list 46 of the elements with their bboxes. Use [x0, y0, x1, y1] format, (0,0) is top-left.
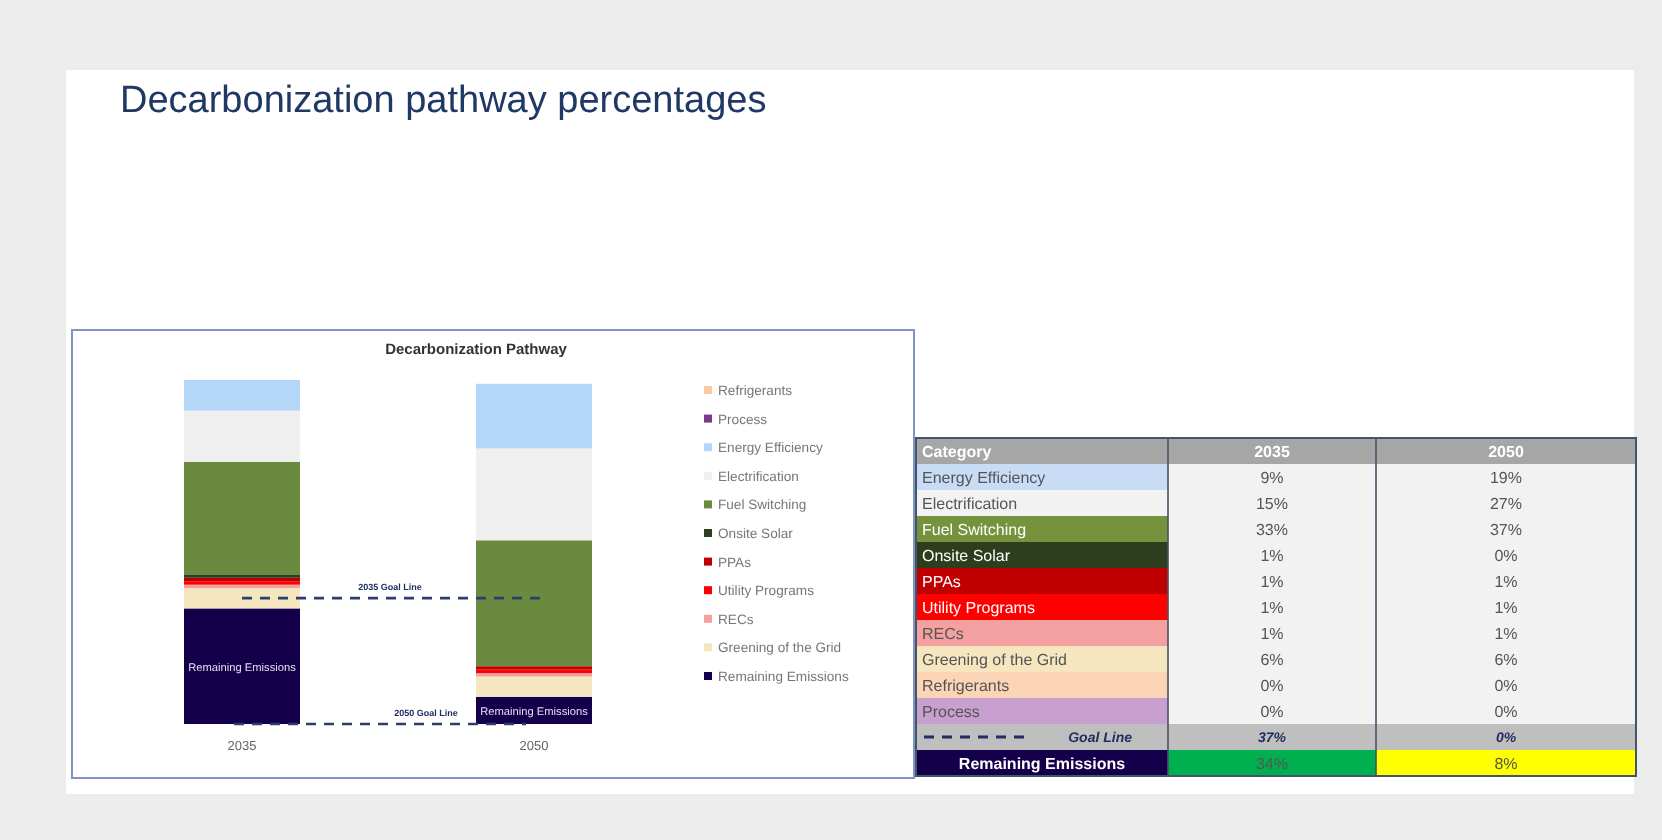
category-label: Energy Efficiency: [922, 469, 1046, 487]
category-label: Process: [922, 703, 980, 721]
data-label: 33%: [1255, 521, 1289, 539]
category-label: Fuel Switching: [922, 521, 1027, 539]
bar: [184, 461, 300, 575]
data-label: 1%: [1260, 573, 1284, 591]
data-label: 1%: [1260, 547, 1284, 565]
bar: [476, 383, 592, 449]
category-label: PPAs: [922, 573, 961, 591]
category-label: Remaining Emissions: [958, 755, 1126, 773]
bar: [476, 448, 592, 541]
category-label: RECs: [922, 625, 964, 643]
data-label: 0%: [1260, 703, 1284, 721]
data-label: 0%: [1260, 677, 1284, 695]
data-label: 1%: [1494, 573, 1518, 591]
bar: [476, 540, 592, 667]
bar: [184, 410, 300, 462]
data-label: 27%: [1489, 495, 1523, 513]
data-label: 15%: [1255, 495, 1289, 513]
data-label: 1%: [1260, 599, 1284, 617]
bar: [184, 588, 300, 609]
data-label: 8%: [1494, 755, 1518, 773]
data-label: 34%: [1255, 755, 1289, 773]
legend-title: Category: [922, 443, 993, 461]
category-label: Onsite Solar: [922, 547, 1011, 565]
data-label: 0%: [1494, 703, 1518, 721]
bar: [184, 608, 300, 724]
data-label: 37%: [1489, 521, 1523, 539]
category-label: Refrigerants: [922, 677, 1010, 695]
category-label: Utility Programs: [922, 599, 1035, 617]
category-label: Greening of the Grid: [922, 651, 1067, 669]
data-label: 19%: [1489, 469, 1523, 487]
data-label: 1%: [1494, 599, 1518, 617]
data-label: 9%: [1260, 469, 1284, 487]
data-label: 0%: [1494, 547, 1518, 565]
data-label: 1%: [1494, 625, 1518, 643]
bar: [184, 380, 300, 411]
data-label: 0%: [1494, 677, 1518, 695]
bar: [476, 676, 592, 697]
data-label: 1%: [1260, 625, 1284, 643]
category-label: 2050: [1488, 443, 1525, 461]
data-label: 6%: [1494, 651, 1518, 669]
category-label: 2035: [1254, 443, 1291, 461]
category-label: Electrification: [922, 495, 1018, 513]
chart-title: Decarbonization pathway percentages: [120, 80, 767, 122]
data-label: 6%: [1260, 651, 1284, 669]
